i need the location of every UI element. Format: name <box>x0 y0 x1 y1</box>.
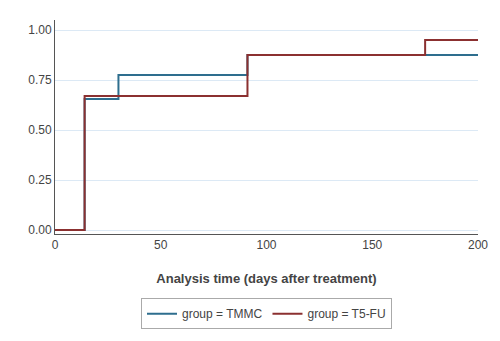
svg-text:0.50: 0.50 <box>28 123 52 137</box>
svg-text:1.00: 1.00 <box>28 23 52 37</box>
svg-text:0.00: 0.00 <box>28 223 52 237</box>
svg-text:Analysis time (days after trea: Analysis time (days after treatment) <box>156 271 376 286</box>
svg-text:0: 0 <box>52 238 59 252</box>
svg-text:200: 200 <box>468 238 488 252</box>
svg-text:150: 150 <box>362 238 382 252</box>
svg-text:0.25: 0.25 <box>28 173 52 187</box>
svg-text:100: 100 <box>256 238 276 252</box>
svg-text:50: 50 <box>154 238 168 252</box>
svg-text:group = TMMC: group = TMMC <box>182 307 262 321</box>
svg-text:group = T5-FU: group = T5-FU <box>307 307 385 321</box>
svg-text:0.75: 0.75 <box>28 73 52 87</box>
